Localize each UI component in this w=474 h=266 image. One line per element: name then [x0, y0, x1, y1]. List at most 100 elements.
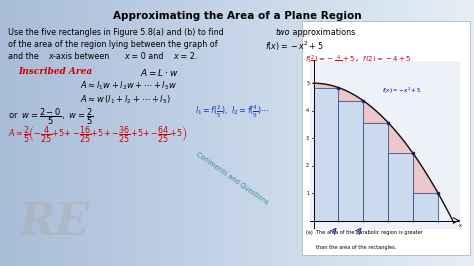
Bar	[123, 0, 128, 266]
Text: $A \approx l_1 w + l_2 w + \cdots + l_5 w$: $A \approx l_1 w + l_2 w + \cdots + l_5 …	[80, 80, 177, 93]
Text: 4: 4	[306, 108, 309, 113]
Bar	[364, 123, 388, 221]
Bar	[204, 0, 209, 266]
Text: or  $w = \dfrac{2-0}{5}$,  $w = \dfrac{2}{5}$: or $w = \dfrac{2-0}{5}$, $w = \dfrac{2}{…	[8, 106, 93, 127]
Bar	[33, 0, 38, 266]
Text: $f(\frac{2}{5}) = -\frac{4}{25} + 5$: $f(\frac{2}{5}) = -\frac{4}{25} + 5$	[305, 54, 356, 68]
Bar	[185, 0, 190, 266]
Bar	[166, 0, 171, 266]
Bar	[43, 0, 47, 266]
Bar	[270, 0, 275, 266]
Bar	[327, 0, 332, 266]
Bar	[128, 0, 133, 266]
FancyBboxPatch shape	[302, 21, 470, 255]
Bar	[28, 0, 33, 266]
Bar	[431, 0, 436, 266]
Bar	[393, 0, 398, 266]
Bar	[360, 0, 365, 266]
Text: x: x	[173, 52, 178, 61]
Text: Approximating the Area of a Plane Region: Approximating the Area of a Plane Region	[113, 11, 361, 21]
Bar	[81, 0, 85, 266]
Bar	[379, 0, 384, 266]
Text: $A \approx \dfrac{2}{5}\!\left(-\dfrac{4}{25}\!+\!5\!+\!-\!\dfrac{16}{25}\!+\!5\: $A \approx \dfrac{2}{5}\!\left(-\dfrac{4…	[8, 124, 187, 144]
Bar	[47, 0, 52, 266]
Bar	[237, 0, 242, 266]
Text: $l_1 = f(\frac{2}{5}),\ l_2 = f(\frac{4}{5})\cdots$: $l_1 = f(\frac{2}{5}),\ l_2 = f(\frac{4}…	[195, 104, 270, 120]
Bar	[346, 0, 351, 266]
Bar	[422, 0, 427, 266]
Text: of the area of the region lying between the graph of: of the area of the region lying between …	[8, 40, 223, 49]
Bar	[242, 0, 246, 266]
Text: two: two	[275, 28, 290, 37]
Bar	[356, 0, 360, 266]
Text: 1: 1	[306, 190, 309, 196]
Bar	[351, 0, 356, 266]
Bar	[265, 0, 270, 266]
Bar	[313, 0, 318, 266]
Text: (a)  The area of the parabolic region is greater: (a) The area of the parabolic region is …	[306, 230, 423, 235]
Bar	[118, 0, 123, 266]
Bar	[0, 0, 5, 266]
Bar	[289, 0, 294, 266]
Bar	[374, 0, 379, 266]
Bar	[228, 0, 232, 266]
Bar	[95, 0, 100, 266]
Bar	[469, 0, 474, 266]
Bar	[455, 0, 460, 266]
Text: Comments and Questions: Comments and Questions	[195, 151, 269, 206]
Bar	[14, 0, 19, 266]
Bar	[308, 0, 313, 266]
Bar	[427, 0, 431, 266]
Text: x: x	[124, 52, 129, 61]
Text: than the area of the rectangles.: than the area of the rectangles.	[316, 245, 396, 250]
Bar	[256, 0, 261, 266]
Bar	[147, 0, 152, 266]
Text: 3: 3	[306, 136, 309, 141]
Text: x: x	[458, 223, 461, 228]
Bar	[190, 0, 194, 266]
Bar	[446, 0, 450, 266]
Text: 2: 2	[306, 163, 309, 168]
Bar	[412, 0, 417, 266]
Text: $f(x) = -x^2 + 5$: $f(x) = -x^2 + 5$	[265, 40, 324, 53]
Bar	[337, 0, 341, 266]
Bar	[275, 0, 280, 266]
Bar	[180, 0, 185, 266]
Bar	[388, 153, 413, 221]
Text: approximations: approximations	[290, 28, 355, 37]
Text: Use the five rectangles in Figure 5.8(a) and (b) to find: Use the five rectangles in Figure 5.8(a)…	[8, 28, 226, 37]
Bar	[436, 0, 441, 266]
Bar	[85, 0, 90, 266]
Text: ,  $f(2) = -4+5$: , $f(2) = -4+5$	[355, 54, 411, 64]
Bar	[408, 0, 412, 266]
Bar	[52, 0, 57, 266]
Bar	[299, 0, 303, 266]
Bar	[322, 0, 327, 266]
Bar	[246, 0, 251, 266]
Bar	[199, 0, 204, 266]
Bar	[403, 0, 408, 266]
Text: Inscribed Area: Inscribed Area	[18, 67, 92, 76]
Bar	[441, 0, 446, 266]
Bar	[398, 0, 403, 266]
Text: x: x	[48, 52, 53, 61]
Text: and the: and the	[8, 52, 41, 61]
Bar	[133, 0, 137, 266]
Text: 5: 5	[306, 81, 309, 86]
Bar	[450, 0, 455, 266]
Bar	[251, 0, 256, 266]
Bar	[156, 0, 161, 266]
Bar	[9, 0, 14, 266]
Bar	[314, 88, 338, 221]
Bar	[341, 0, 346, 266]
Text: $A \approx w\,(l_1 + l_2 + \cdots + l_5)$: $A \approx w\,(l_1 + l_2 + \cdots + l_5)…	[80, 93, 171, 106]
Bar	[71, 0, 76, 266]
Text: $f(x) = -x^2+5$: $f(x) = -x^2+5$	[382, 86, 421, 96]
Text: RE: RE	[18, 201, 89, 244]
Bar	[76, 0, 81, 266]
Bar	[19, 0, 24, 266]
Bar	[370, 0, 374, 266]
Bar	[114, 0, 118, 266]
Bar	[5, 0, 9, 266]
Text: -axis between: -axis between	[53, 52, 112, 61]
